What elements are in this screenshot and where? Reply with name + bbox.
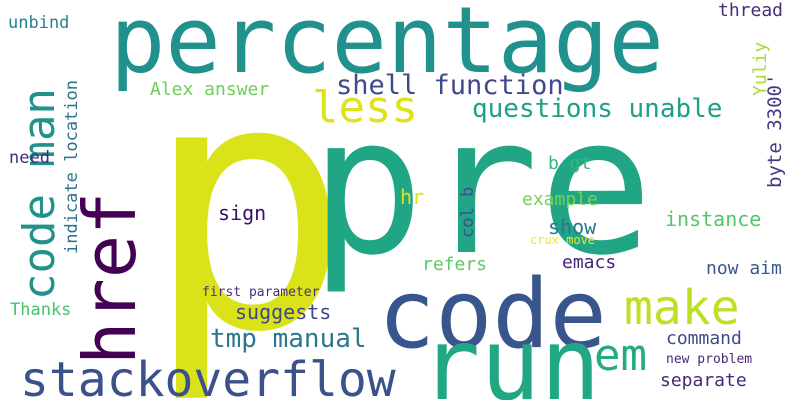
word-less: less [312, 82, 418, 133]
word-tmp-manual: tmp manual [210, 324, 367, 354]
word-thanks: Thanks [10, 300, 72, 320]
word-questions-unable: questions unable [472, 94, 723, 124]
word-col-b: col b [458, 186, 478, 238]
word-href: href [68, 191, 152, 365]
word-alex-answer: Alex answer [150, 79, 270, 100]
word-instance: instance [665, 207, 762, 231]
word-example: example [522, 189, 598, 210]
word-b-gt: b gt [548, 153, 592, 174]
word-unbind: unbind [8, 13, 70, 33]
word-code: code [378, 260, 607, 370]
word-make: make [624, 280, 740, 336]
word-now-aim: now aim [706, 258, 782, 279]
word-em: em [594, 330, 647, 381]
word-show: show [548, 215, 597, 239]
word-thread: thread [718, 0, 784, 21]
word-pre: pre [310, 76, 654, 297]
word-refers: refers [422, 254, 488, 275]
word-stackoverflow: stackoverflow [20, 352, 396, 400]
word-shell-function: shell function [336, 70, 564, 101]
word-yuliy: Yuliy [750, 41, 771, 96]
word-new-problem: new problem [666, 352, 753, 367]
word-suggests: suggests [235, 300, 332, 324]
word-command: command [666, 328, 742, 349]
word-crux-move: crux move [530, 233, 596, 247]
word-separate: separate [660, 370, 747, 391]
word-need: need [9, 148, 50, 168]
word-emacs: emacs [562, 252, 617, 273]
word-run: run [420, 306, 601, 400]
word-indicate-location: indicate location [62, 80, 82, 254]
word-percentage: percentage [110, 0, 664, 94]
word-p: p [144, 7, 352, 400]
word-hr: hr [400, 185, 425, 209]
word-sign: sign [218, 201, 267, 225]
word-first-parameter: first parameter [202, 285, 320, 300]
word-code-man: code man [14, 88, 65, 300]
